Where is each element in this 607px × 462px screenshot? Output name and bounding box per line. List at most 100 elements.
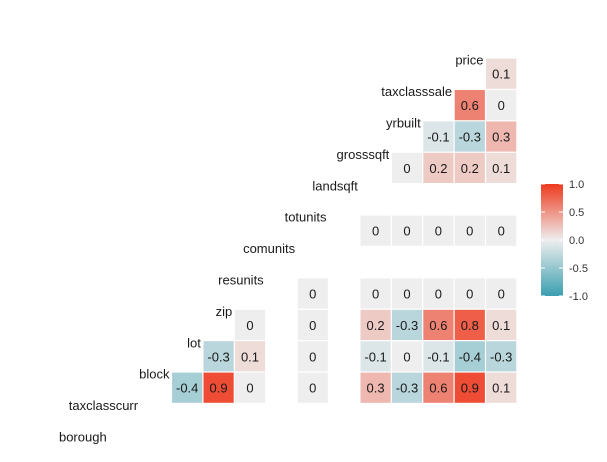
cell-value-label: 0 (309, 287, 316, 302)
legend-tick-label: 0.0 (569, 235, 584, 247)
heatmap-cell (203, 372, 234, 403)
cell-value-label: 0.6 (429, 318, 447, 333)
cell-value-label: 0 (403, 349, 410, 364)
heatmap-cell (454, 152, 485, 183)
heatmap-tiles: 0.1 0.6 0 -0.1 -0.3 0.3 0 0.2 0.2 0.1 0 0 0 0 0 0 0 0 0 0 0 0… (172, 58, 517, 403)
cell-value-label: 0 (498, 98, 505, 113)
cell-value-label: 0 (246, 381, 253, 396)
legend-tick-label: 0.5 (569, 207, 584, 219)
heatmap-cell (454, 309, 485, 340)
heatmap-cell (486, 278, 517, 309)
heatmap-cell (423, 278, 454, 309)
variable-label-grosssqft: grosssqft (337, 147, 390, 162)
legend-tick-label: 1.0 (569, 179, 584, 191)
variable-label-taxclasscurr: taxclasscurr (69, 398, 139, 413)
cell-value-label: 0 (435, 224, 442, 239)
cell-value-label: 0.2 (461, 161, 479, 176)
cell-value-label: 0.6 (429, 381, 447, 396)
heatmap-cell (486, 341, 517, 372)
cell-value-label: 0 (403, 161, 410, 176)
heatmap-cell (423, 309, 454, 340)
heatmap-cell (360, 309, 391, 340)
cell-value-label: -0.3 (490, 349, 512, 364)
variable-label-block: block (139, 367, 170, 382)
heatmap-cell (360, 341, 391, 372)
cell-value-label: 0.6 (461, 98, 479, 113)
heatmap-cell (391, 215, 423, 246)
legend-tick-label: -1.0 (569, 291, 588, 303)
heatmap-cell (297, 341, 328, 372)
heatmap-cell (454, 278, 485, 309)
cell-value-label: 0.3 (492, 130, 510, 145)
cell-value-label: 0.1 (492, 318, 510, 333)
variable-label-lot: lot (187, 335, 201, 350)
cell-value-label: 0 (372, 287, 379, 302)
cell-value-label: -0.4 (176, 381, 198, 396)
heatmap-cell (391, 278, 423, 309)
heatmap-cell (454, 341, 485, 372)
heatmap-cell (234, 309, 266, 340)
variable-label-price: price (455, 53, 483, 68)
heatmap-cell (423, 341, 454, 372)
cell-value-label: -0.3 (396, 318, 418, 333)
heatmap-cell (360, 278, 391, 309)
cell-value-label: 0 (309, 349, 316, 364)
variable-label-taxclasssale: taxclasssale (381, 84, 452, 99)
heatmap-cell (297, 372, 328, 403)
cell-value-label: -0.3 (207, 349, 229, 364)
variable-label-zip: zip (216, 304, 233, 319)
cell-value-label: 0 (435, 287, 442, 302)
cell-value-label: 0 (498, 287, 505, 302)
heatmap-cell (360, 215, 391, 246)
cell-value-label: 0.8 (461, 318, 479, 333)
cell-value-label: 0 (309, 381, 316, 396)
heatmap-cell (454, 90, 485, 121)
heatmap-cell (172, 372, 203, 403)
heatmap-cell (423, 215, 454, 246)
cell-value-label: 0.1 (492, 161, 510, 176)
legend-tick-label: -0.5 (569, 263, 588, 275)
heatmap-cell (486, 90, 517, 121)
heatmap-cell (454, 215, 485, 246)
heatmap-cell (297, 278, 328, 309)
cell-value-label: 0.9 (461, 381, 479, 396)
heatmap-cell (234, 341, 266, 372)
cell-value-label: -0.3 (459, 130, 481, 145)
heatmap-cell (391, 341, 423, 372)
cell-value-label: 0.3 (367, 381, 385, 396)
cell-value-label: 0 (372, 224, 379, 239)
heatmap-cell (423, 121, 454, 152)
heatmap-cell (486, 121, 517, 152)
variable-label-yrbuilt: yrbuilt (386, 116, 421, 131)
cell-value-label: -0.3 (396, 381, 418, 396)
cell-value-label: 0.1 (492, 381, 510, 396)
cell-value-label: 0 (466, 287, 473, 302)
cell-value-label: -0.4 (459, 349, 481, 364)
cell-value-label: 0.9 (210, 381, 228, 396)
heatmap-cell (423, 372, 454, 403)
variable-labels: price taxclasssale yrbuilt grosssqft landsqf… (59, 53, 484, 445)
heatmap-cell (391, 152, 423, 183)
cell-value-label: 0 (309, 318, 316, 333)
cell-value-label: 0.1 (241, 349, 259, 364)
heatmap-cell (297, 309, 328, 340)
variable-label-totunits: totunits (285, 210, 327, 225)
heatmap-cell (486, 309, 517, 340)
heatmap-cell (486, 152, 517, 183)
variable-label-resunits: resunits (218, 273, 264, 288)
cell-value-label: 0 (403, 287, 410, 302)
cell-value-label: 0 (403, 224, 410, 239)
cell-value-label: 0 (246, 318, 253, 333)
cell-value-label: -0.1 (364, 349, 386, 364)
heatmap-cell (203, 341, 234, 372)
cell-value-label: -0.1 (427, 130, 449, 145)
cell-value-label: 0 (466, 224, 473, 239)
cell-value-label: 0.2 (429, 161, 447, 176)
heatmap-cell (360, 372, 391, 403)
heatmap-cell (391, 372, 423, 403)
cell-value-label: 0.2 (367, 318, 385, 333)
heatmap-cell (454, 372, 485, 403)
cell-value-label: 0 (498, 224, 505, 239)
variable-label-borough: borough (59, 430, 107, 445)
